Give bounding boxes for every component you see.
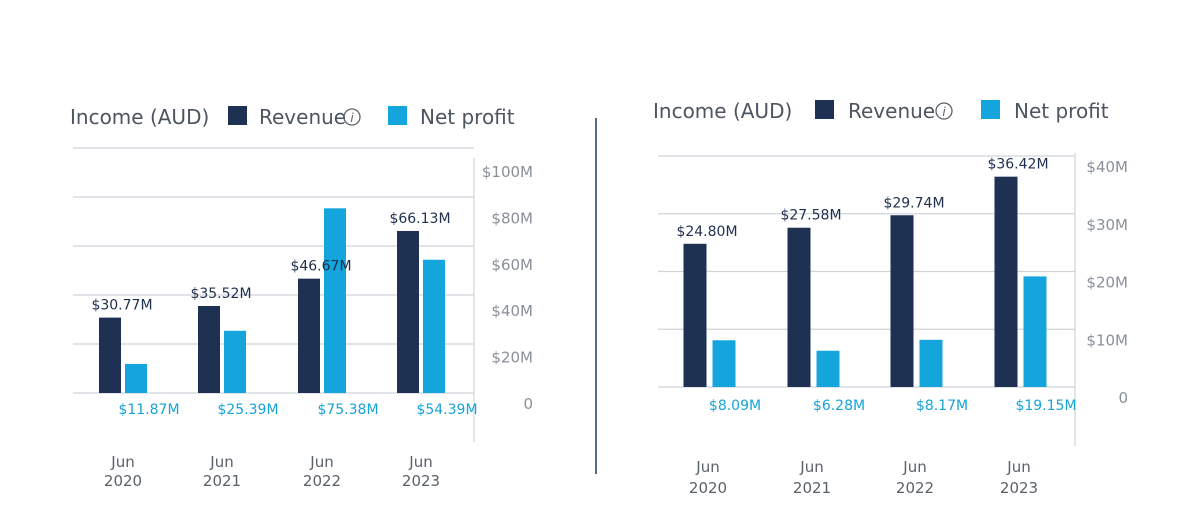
data-label-revenue: $36.42M xyxy=(987,157,1048,173)
data-label-revenue: $27.58M xyxy=(780,208,841,224)
data-label-net-profit: $75.38M xyxy=(317,402,378,418)
income-chart-left: $100M $80M $60M $40M $20M 0 Income (AUD) Revenu… xyxy=(70,105,533,490)
y-tick-label: $100M xyxy=(482,163,533,181)
x-tick-label-year: 2021 xyxy=(793,479,831,497)
legend-swatch-revenue xyxy=(228,106,247,125)
x-tick-label-year: 2022 xyxy=(896,479,934,497)
data-label-net-profit: $8.17M xyxy=(916,398,968,414)
y-tick-label: $80M xyxy=(491,209,533,227)
bar-revenue xyxy=(198,305,220,393)
bar-revenue xyxy=(787,227,811,387)
x-tick-label-year: 2020 xyxy=(689,479,727,497)
x-tick-label-month: Jun xyxy=(799,458,823,476)
bar-revenue xyxy=(397,230,419,393)
y-tick-label: $40M xyxy=(1086,158,1128,176)
data-label-net-profit: $6.28M xyxy=(813,398,865,414)
info-circle-icon: i xyxy=(935,102,953,120)
y-tick-label: $20M xyxy=(1086,274,1128,292)
info-circle-icon-ring xyxy=(935,102,953,120)
x-tick-label-month: Jun xyxy=(695,458,719,476)
legend-swatch-net-profit xyxy=(388,106,407,125)
bar-revenue xyxy=(994,176,1018,387)
x-tick-label-month: Jun xyxy=(902,458,926,476)
data-label-revenue: $66.13M xyxy=(389,211,450,227)
legend-swatch-net-profit xyxy=(981,100,1000,119)
bar-net-profit xyxy=(712,340,736,387)
y-tick-label: $60M xyxy=(491,256,533,274)
y-tick-label: 0 xyxy=(1118,389,1128,407)
data-label-revenue: $29.74M xyxy=(883,195,944,211)
bar-net-profit xyxy=(224,330,246,393)
data-label-revenue: $24.80M xyxy=(676,224,737,240)
legend-label-revenue: Revenue xyxy=(259,105,346,129)
legend-label-net-profit: Net profit xyxy=(1014,99,1109,123)
x-tick-label-month: Jun xyxy=(408,453,432,471)
x-tick-label-year: 2023 xyxy=(402,472,440,490)
data-label-net-profit: $54.39M xyxy=(416,402,477,418)
chart-title: Income (AUD) xyxy=(653,99,792,123)
data-label-revenue: $35.52M xyxy=(190,286,251,302)
y-tick-label: $20M xyxy=(491,349,533,367)
y-tick-label: $40M xyxy=(491,302,533,320)
chart-title: Income (AUD) xyxy=(70,105,209,129)
data-label-net-profit: $19.15M xyxy=(1015,398,1076,414)
bar-revenue xyxy=(298,278,320,393)
y-tick-label: $10M xyxy=(1086,331,1128,349)
info-circle-icon-ring xyxy=(343,108,361,126)
legend-swatch-revenue xyxy=(815,100,834,119)
x-tick-label-year: 2022 xyxy=(303,472,341,490)
x-tick-label-year: 2021 xyxy=(203,472,241,490)
bar-net-profit xyxy=(919,339,943,387)
data-label-revenue: $30.77M xyxy=(91,298,152,314)
x-tick-label-year: 2020 xyxy=(104,472,142,490)
bar-net-profit xyxy=(816,350,840,387)
data-label-net-profit: $11.87M xyxy=(118,402,179,418)
info-circle-icon: i xyxy=(343,108,361,126)
info-circle-icon-glyph: i xyxy=(350,111,354,125)
bar-revenue xyxy=(683,243,707,387)
bar-net-profit xyxy=(324,208,346,393)
bar-net-profit xyxy=(1023,276,1047,387)
bar-net-profit xyxy=(423,259,445,393)
bar-revenue xyxy=(890,215,914,387)
bar-revenue xyxy=(99,317,121,393)
legend-label-revenue: Revenue xyxy=(848,99,935,123)
x-tick-label-month: Jun xyxy=(1006,458,1030,476)
x-tick-label-month: Jun xyxy=(309,453,333,471)
x-tick-label-month: Jun xyxy=(110,453,134,471)
legend-label-net-profit: Net profit xyxy=(420,105,515,129)
y-tick-label: $30M xyxy=(1086,216,1128,234)
x-tick-label-year: 2023 xyxy=(1000,479,1038,497)
data-label-net-profit: $25.39M xyxy=(217,402,278,418)
income-chart-right: $40M $30M $20M $10M 0 Income (AUD) Revenue i Net… xyxy=(653,99,1128,497)
x-tick-label-month: Jun xyxy=(209,453,233,471)
y-tick-label: 0 xyxy=(523,395,533,413)
bar-net-profit xyxy=(125,363,147,393)
data-label-revenue: $46.67M xyxy=(290,259,351,275)
data-label-net-profit: $8.09M xyxy=(709,398,761,414)
info-circle-icon-glyph: i xyxy=(942,105,946,119)
